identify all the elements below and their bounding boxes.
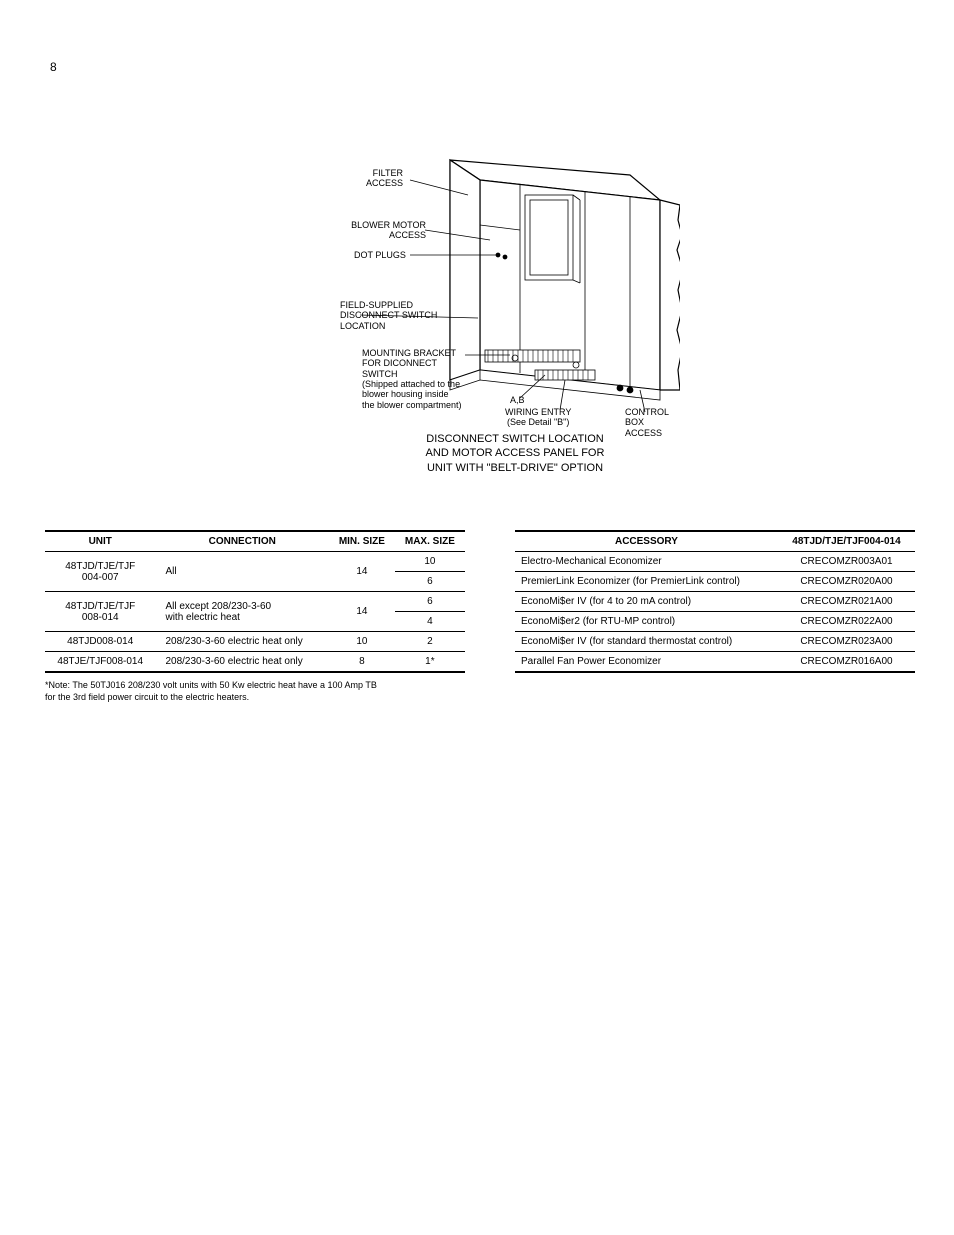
- label-blower-motor-access: BLOWER MOTORACCESS: [340, 220, 426, 241]
- cell-model: CRECOMZR020A00: [778, 572, 915, 592]
- left-table-wrap: UNIT CONNECTION MIN. SIZE MAX. SIZE 48TJ…: [45, 530, 465, 673]
- table-row: EconoMi$er IV (for standard thermostat c…: [515, 632, 915, 652]
- table-row: EconoMi$er2 (for RTU-MP control) CRECOMZ…: [515, 612, 915, 632]
- cell-connection: All except 208/230-3-60with electric hea…: [155, 592, 329, 632]
- th-model: 48TJD/TJE/TJF004-014: [778, 531, 915, 552]
- cell-max: 2: [395, 632, 465, 652]
- cell-connection: 208/230-3-60 electric heat only: [155, 632, 329, 652]
- diagram-caption: DISCONNECT SWITCH LOCATION AND MOTOR ACC…: [350, 432, 680, 475]
- wire-size-table: UNIT CONNECTION MIN. SIZE MAX. SIZE 48TJ…: [45, 530, 465, 673]
- cell-min: 8: [329, 652, 395, 673]
- label-mounting-bracket: MOUNTING BRACKETFOR DICONNECT SWITCH(Shi…: [362, 348, 472, 410]
- table-row: 48TJD/TJE/TJF004-007 All 14 10: [45, 552, 465, 572]
- table-row: EconoMi$er IV (for 4 to 20 mA control) C…: [515, 592, 915, 612]
- cell-min: 14: [329, 552, 395, 592]
- table-row: 48TJE/TJF008-014 208/230-3-60 electric h…: [45, 652, 465, 673]
- page-number: 8: [50, 60, 57, 74]
- cell-model: CRECOMZR021A00: [778, 592, 915, 612]
- cell-max: 1*: [395, 652, 465, 673]
- cell-unit: 48TJD/TJE/TJF004-007: [45, 552, 155, 592]
- th-connection: CONNECTION: [155, 531, 329, 552]
- th-accessory: ACCESSORY: [515, 531, 778, 552]
- cell-model: CRECOMZR022A00: [778, 612, 915, 632]
- label-dot-plugs: DOT PLUGS: [354, 250, 406, 260]
- diagram-container: FILTERACCESS BLOWER MOTORACCESS DOT PLUG…: [350, 140, 680, 480]
- cell-max: 4: [395, 612, 465, 632]
- cell-unit: 48TJD008-014: [45, 632, 155, 652]
- cell-model: CRECOMZR016A00: [778, 652, 915, 673]
- table-row: 48TJD/TJE/TJF008-014 All except 208/230-…: [45, 592, 465, 612]
- cell-accessory: Parallel Fan Power Economizer: [515, 652, 778, 673]
- cell-model: CRECOMZR003A01: [778, 552, 915, 572]
- cell-accessory: EconoMi$er2 (for RTU-MP control): [515, 612, 778, 632]
- th-max: MAX. SIZE: [395, 531, 465, 552]
- table-row: 48TJD008-014 208/230-3-60 electric heat …: [45, 632, 465, 652]
- label-ab: A,B: [510, 395, 525, 405]
- cell-model: CRECOMZR023A00: [778, 632, 915, 652]
- th-min: MIN. SIZE: [329, 531, 395, 552]
- tables-row: UNIT CONNECTION MIN. SIZE MAX. SIZE 48TJ…: [45, 530, 915, 673]
- cell-max: 10: [395, 552, 465, 572]
- cell-accessory: PremierLink Economizer (for PremierLink …: [515, 572, 778, 592]
- cell-max: 6: [395, 572, 465, 592]
- cell-accessory: Electro-Mechanical Economizer: [515, 552, 778, 572]
- table-row: PremierLink Economizer (for PremierLink …: [515, 572, 915, 592]
- caption-line-3: UNIT WITH "BELT-DRIVE" OPTION: [350, 461, 680, 475]
- cell-min: 10: [329, 632, 395, 652]
- caption-line-1: DISCONNECT SWITCH LOCATION: [350, 432, 680, 446]
- cell-max: 6: [395, 592, 465, 612]
- cell-connection: All: [155, 552, 329, 592]
- th-unit: UNIT: [45, 531, 155, 552]
- table-row: Electro-Mechanical Economizer CRECOMZR00…: [515, 552, 915, 572]
- table-row: Parallel Fan Power Economizer CRECOMZR01…: [515, 652, 915, 673]
- cell-min: 14: [329, 592, 395, 632]
- label-filter-access: FILTERACCESS: [366, 168, 403, 189]
- cell-accessory: EconoMi$er IV (for standard thermostat c…: [515, 632, 778, 652]
- cell-unit: 48TJD/TJE/TJF008-014: [45, 592, 155, 632]
- label-wiring-entry: WIRING ENTRY(See Detail "B"): [505, 407, 571, 428]
- label-field-supplied-disconnect: FIELD-SUPPLIEDDISCONNECT SWITCHLOCATION: [340, 300, 445, 331]
- left-table-footnote: *Note: The 50TJ016 208/230 volt units wi…: [45, 680, 465, 703]
- caption-line-2: AND MOTOR ACCESS PANEL FOR: [350, 446, 680, 460]
- cell-connection: 208/230-3-60 electric heat only: [155, 652, 329, 673]
- cell-accessory: EconoMi$er IV (for 4 to 20 mA control): [515, 592, 778, 612]
- accessory-table: ACCESSORY 48TJD/TJE/TJF004-014 Electro-M…: [515, 530, 915, 673]
- cell-unit: 48TJE/TJF008-014: [45, 652, 155, 673]
